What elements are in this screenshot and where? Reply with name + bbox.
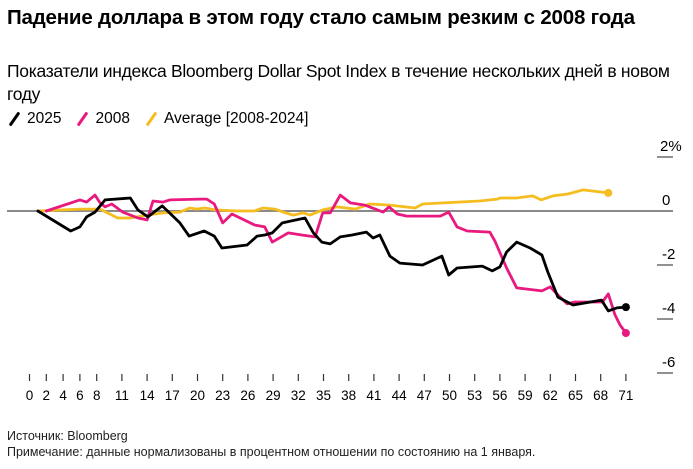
- series-line-average-2008-2024: [36, 188, 610, 220]
- x-tick-label: 44: [392, 388, 408, 403]
- legend-swatch-average-icon: [144, 111, 158, 127]
- x-tick-label: 71: [618, 388, 633, 403]
- legend-item-average: Average [2008-2024]: [144, 110, 309, 128]
- line-chart: 2%0-2-4-6 0 2 4 6 8 11 14 17 20 23 26 29 32 35 38 41 44 4…: [7, 138, 682, 403]
- x-tick-label: 0: [26, 388, 34, 403]
- series-group: [36, 188, 630, 338]
- x-tick-label: 56: [492, 388, 507, 403]
- series-end-marker-average-2008-2024: [604, 188, 613, 197]
- x-tick-label: 2: [43, 388, 51, 403]
- x-tick-label: 4: [59, 388, 67, 403]
- x-tick-label: 62: [543, 388, 558, 403]
- legend-item-2008: 2008: [75, 110, 129, 128]
- x-tick-label: 41: [366, 388, 381, 403]
- y-tick-label: 2%: [660, 138, 682, 155]
- series-line-2025: [36, 196, 628, 313]
- legend: 2025 2008 Average [2008-2024]: [7, 110, 322, 128]
- y-tick-label: 0: [662, 192, 670, 209]
- legend-swatch-2025-icon: [7, 111, 21, 127]
- y-tick-label: -2: [662, 246, 675, 263]
- x-tick-label: 68: [593, 388, 608, 403]
- x-tick-label: 38: [341, 388, 356, 403]
- legend-swatch-2008-icon: [75, 111, 89, 127]
- x-tick-label: 50: [442, 388, 457, 403]
- x-tick-label: 26: [240, 388, 255, 403]
- legend-label-2008: 2008: [95, 110, 130, 127]
- x-tick-label: 59: [518, 388, 533, 403]
- x-tick-label: 32: [291, 388, 306, 403]
- chart-subtitle: Показатели индекса Bloomberg Dollar Spot…: [7, 61, 670, 104]
- chart-title: Падение доллара в этом году стало самым …: [7, 6, 635, 29]
- x-tick-label: 17: [165, 388, 180, 403]
- legend-item-2025: 2025: [7, 110, 61, 128]
- source-note: Источник: Bloomberg: [7, 429, 128, 443]
- y-axis: 2% 0 -2 -4 -6: [657, 138, 682, 374]
- series-line-2008: [44, 193, 628, 335]
- x-tick-label: 53: [467, 388, 482, 403]
- footer: Источник: Bloomberg Примечание: данные н…: [7, 428, 535, 460]
- legend-label-average: Average [2008-2024]: [163, 110, 309, 127]
- x-tick-label: 20: [190, 388, 205, 403]
- series-end-marker-2008: [621, 329, 630, 338]
- x-tick-label: 8: [93, 388, 101, 403]
- x-tick-label: 65: [568, 388, 583, 403]
- y-tick-label: -4: [662, 300, 675, 317]
- x-tick-label: 14: [140, 388, 156, 403]
- x-axis: 0 2 4 6 8 11 14 17 20 23 26 29 32 35 38 41 44 47 50 53 56 59 6…: [26, 374, 633, 403]
- footnote: Примечание: данные нормализованы в проце…: [7, 445, 536, 459]
- series-end-marker-2025: [621, 303, 630, 312]
- legend-label-2025: 2025: [27, 110, 62, 127]
- x-tick-label: 6: [76, 388, 84, 403]
- x-tick-label: 23: [215, 388, 230, 403]
- x-tick-label: 11: [115, 388, 129, 403]
- x-tick-label: 35: [316, 388, 331, 403]
- x-tick-label: 47: [417, 388, 432, 403]
- y-tick-label: -6: [662, 354, 675, 371]
- x-tick-label: 29: [266, 388, 281, 403]
